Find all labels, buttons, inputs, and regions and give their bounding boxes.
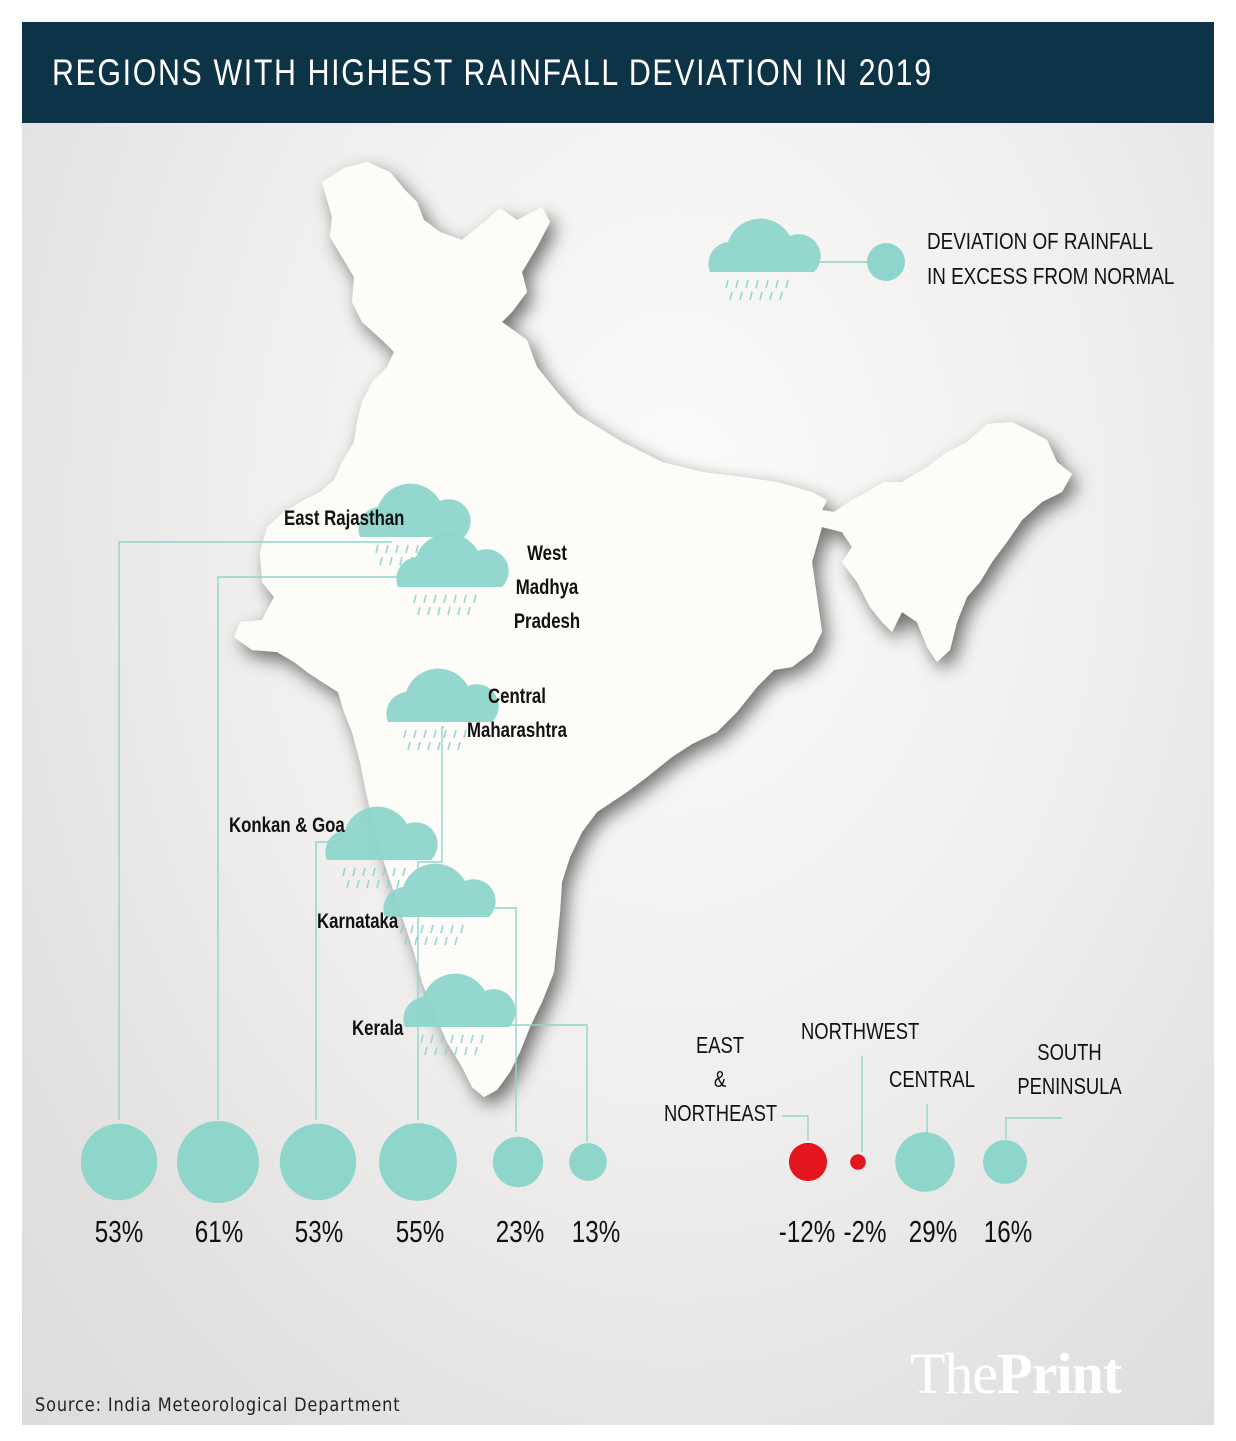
region-label-line: Maharashtra: [467, 719, 567, 742]
value-label-west-madhya-pradesh: 61%: [194, 1214, 244, 1249]
zone-label-line: SOUTH: [1037, 1039, 1102, 1065]
zone-label-central: CENTRAL: [889, 1066, 975, 1092]
legend-line-1: DEVIATION OF RAINFALL: [927, 228, 1154, 254]
region-circle: [569, 1143, 607, 1181]
legend-graphic: [707, 217, 905, 301]
region-circle: [80, 1123, 158, 1201]
zone-label-line: PENINSULA: [1017, 1073, 1122, 1099]
value-label-central: 29%: [908, 1214, 958, 1249]
zone-circle: [983, 1140, 1027, 1184]
value-label-northwest: -2%: [843, 1214, 887, 1249]
zone-label-line: EAST: [695, 1032, 745, 1058]
region-label-kerala: Kerala: [352, 1017, 404, 1040]
zone-label-line: &: [713, 1066, 727, 1092]
region-circle: [492, 1136, 544, 1188]
brand-logo: ThePrint: [910, 1340, 1122, 1407]
region-label-konkan-goa: Konkan & Goa: [229, 814, 345, 837]
zone-circle: [850, 1154, 866, 1170]
region-label-line: Pradesh: [513, 610, 581, 633]
leader-lines: [118, 541, 1062, 1152]
legend-circle: [867, 243, 905, 281]
brand-part-1: The: [910, 1341, 998, 1406]
region-label-central-maharashtra: Central Maharashtra: [465, 680, 569, 748]
india-map: [234, 162, 1072, 1097]
zone-label-line: NORTHEAST: [664, 1100, 778, 1126]
region-label-line: Central: [488, 685, 546, 708]
value-label-central-maharashtra: 55%: [395, 1214, 445, 1249]
region-circle: [177, 1121, 259, 1203]
value-label-karnataka: 23%: [495, 1214, 545, 1249]
zone-circle: [788, 1142, 828, 1182]
region-circle: [379, 1123, 457, 1201]
legend-line-2: IN EXCESS FROM NORMAL: [927, 263, 1175, 289]
region-label-west-madhya-pradesh: West Madhya Pradesh: [503, 537, 591, 639]
zone-circle: [895, 1132, 955, 1192]
source-note: Source: India Meteorological Department: [35, 1394, 401, 1416]
region-label-karnataka: Karnataka: [317, 910, 399, 933]
value-label-east-northeast: -12%: [778, 1214, 836, 1249]
header-bar: REGIONS WITH HIGHEST RAINFALL DEVIATION …: [22, 22, 1214, 123]
legend-cloud-icon: [707, 217, 822, 301]
value-label-east-rajasthan: 53%: [94, 1214, 144, 1249]
value-label-konkan-goa: 53%: [294, 1214, 344, 1249]
zone-label-east-northeast: EAST & NORTHEAST: [664, 1028, 778, 1130]
region-label-line: West: [527, 542, 567, 565]
region-label-line: Madhya: [515, 576, 579, 599]
region-circle: [279, 1123, 357, 1201]
brand-part-2: Print: [997, 1341, 1122, 1406]
zone-label-northwest: NORTHWEST: [801, 1018, 920, 1044]
zone-label-south-peninsula: SOUTH PENINSULA: [1016, 1035, 1124, 1103]
page-title: REGIONS WITH HIGHEST RAINFALL DEVIATION …: [52, 52, 933, 93]
map-canvas: [80, 162, 1072, 1203]
region-label-east-rajasthan: East Rajasthan: [284, 507, 405, 530]
value-label-kerala: 13%: [571, 1214, 621, 1249]
legend-text: DEVIATION OF RAINFALL IN EXCESS FROM NOR…: [927, 224, 1174, 294]
infographic-frame: REGIONS WITH HIGHEST RAINFALL DEVIATION …: [22, 22, 1214, 1425]
value-label-south-peninsula: 16%: [983, 1214, 1033, 1249]
